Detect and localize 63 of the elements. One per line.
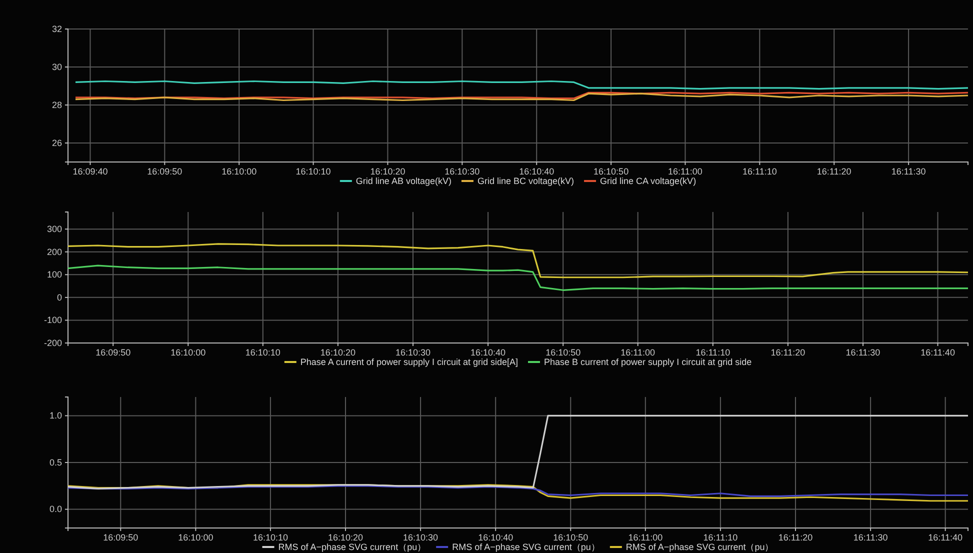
x-tick-label: 16:11:30 xyxy=(853,532,888,542)
x-tick-label: 16:10:40 xyxy=(478,532,514,542)
legend-label: Phase A current of power supply I circuit at grid side[A] xyxy=(300,357,518,367)
legend-label: Phase B current of power supply I circuit at grid side xyxy=(544,357,752,367)
y-tick-label: 28 xyxy=(52,100,62,110)
y-tick-label: 0.0 xyxy=(49,504,62,514)
legend-label: Grid line BC voltage(kV) xyxy=(477,176,574,186)
x-tick-label: 16:11:30 xyxy=(846,347,880,358)
x-tick-label: 16:11:20 xyxy=(778,532,813,542)
y-tick-label: 300 xyxy=(46,224,62,234)
x-tick-label: 16:11:20 xyxy=(770,347,806,358)
y-tick-label: -200 xyxy=(44,338,62,348)
y-tick-label: 0.5 xyxy=(49,457,62,468)
legend-label: Grid line AB voltage(kV) xyxy=(356,176,452,186)
x-tick-label: 16:11:00 xyxy=(628,532,663,542)
x-tick-label: 16:10:00 xyxy=(178,532,214,542)
legend-label: RMS of A−phase SVG current（pu） xyxy=(626,542,774,552)
y-tick-label: 0 xyxy=(56,292,62,302)
x-tick-label: 16:11:10 xyxy=(703,532,738,542)
line-series xyxy=(67,414,969,490)
x-tick-label: 16:11:00 xyxy=(668,166,702,176)
x-tick-label: 16:10:20 xyxy=(370,166,406,176)
x-tick-label: 16:10:40 xyxy=(519,166,554,176)
x-tick-label: 16:09:40 xyxy=(72,166,108,176)
x-tick-label: 16:10:20 xyxy=(328,532,364,542)
x-tick-label: 16:10:00 xyxy=(222,166,257,176)
x-tick-label: 16:11:10 xyxy=(696,347,730,358)
x-tick-label: 16:11:40 xyxy=(920,347,955,358)
x-tick-label: 16:10:30 xyxy=(395,347,431,358)
y-tick-label: 30 xyxy=(52,62,62,72)
x-tick-label: 16:11:10 xyxy=(742,166,777,176)
line-series xyxy=(74,80,969,90)
x-tick-label: 16:09:50 xyxy=(147,166,182,176)
line-series xyxy=(67,264,969,291)
x-tick-label: 16:10:10 xyxy=(245,347,280,358)
y-tick-label: -100 xyxy=(44,315,62,326)
x-tick-label: 16:10:20 xyxy=(320,347,356,358)
legend-label: RMS of A−phase SVG current（pu） xyxy=(278,542,426,552)
line-series xyxy=(74,92,969,102)
y-tick-label: 26 xyxy=(52,138,62,148)
x-tick-label: 16:10:30 xyxy=(403,532,438,542)
legend-label: RMS of A−phase SVG current（pu） xyxy=(452,542,600,552)
x-tick-label: 16:10:10 xyxy=(296,166,331,176)
line-series xyxy=(67,485,969,497)
legend-label: Grid line CA voltage(kV) xyxy=(600,176,696,186)
x-tick-label: 16:10:00 xyxy=(170,347,206,358)
x-tick-label: 16:11:20 xyxy=(816,166,852,176)
x-tick-label: 16:10:50 xyxy=(546,347,581,358)
y-tick-label: 100 xyxy=(46,270,62,280)
x-tick-label: 16:09:50 xyxy=(103,532,138,542)
y-tick-label: 200 xyxy=(46,246,62,257)
line-series xyxy=(67,243,969,278)
x-tick-label: 16:09:50 xyxy=(96,347,131,358)
y-tick-label: 32 xyxy=(52,24,62,34)
x-tick-label: 16:10:50 xyxy=(594,166,629,176)
y-tick-label: 1.0 xyxy=(49,410,62,421)
x-tick-label: 16:11:00 xyxy=(620,347,656,358)
x-tick-label: 16:10:10 xyxy=(252,532,288,542)
x-tick-label: 16:10:30 xyxy=(444,166,480,176)
x-tick-label: 16:11:30 xyxy=(891,166,926,176)
x-tick-label: 16:10:50 xyxy=(553,532,588,542)
x-tick-label: 16:10:40 xyxy=(470,347,506,358)
x-tick-label: 16:11:40 xyxy=(928,532,963,542)
